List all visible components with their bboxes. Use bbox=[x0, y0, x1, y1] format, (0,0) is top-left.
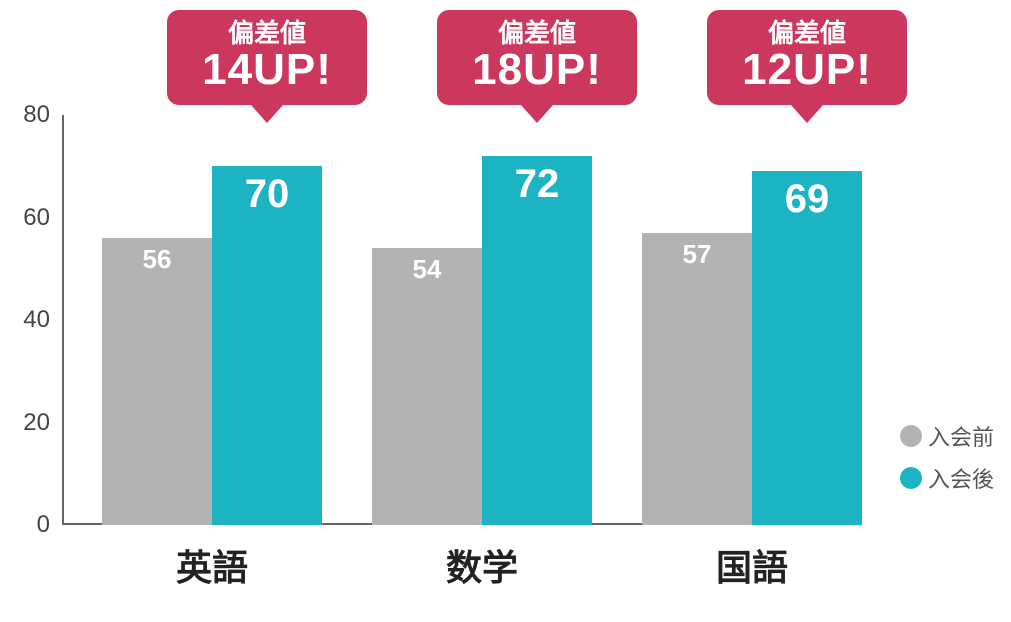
bar-value-before: 56 bbox=[102, 244, 212, 275]
bar-after: 70 bbox=[212, 166, 322, 525]
up-badge: 偏差値18UP! bbox=[437, 10, 637, 105]
legend-swatch bbox=[900, 425, 922, 447]
bar-before: 56 bbox=[102, 238, 212, 525]
up-badge-value: 12UP! bbox=[725, 47, 889, 93]
up-badge: 偏差値12UP! bbox=[707, 10, 907, 105]
bar-group: 5769国語 bbox=[642, 171, 862, 525]
y-tick-label: 80 bbox=[23, 101, 50, 129]
up-badge-label: 偏差値 bbox=[455, 20, 619, 47]
legend: 入会前入会後 bbox=[900, 420, 994, 504]
bar-group: 5472数学 bbox=[372, 156, 592, 525]
legend-item: 入会後 bbox=[900, 462, 994, 494]
up-badge-value: 18UP! bbox=[455, 47, 619, 93]
bar-value-after: 70 bbox=[212, 172, 322, 217]
y-tick-label: 20 bbox=[23, 409, 50, 437]
legend-item: 入会前 bbox=[900, 420, 994, 452]
bar-value-before: 57 bbox=[642, 239, 752, 270]
bar-after: 69 bbox=[752, 171, 862, 525]
y-tick-label: 40 bbox=[23, 306, 50, 334]
up-badge-label: 偏差値 bbox=[725, 20, 889, 47]
legend-label: 入会前 bbox=[928, 420, 994, 452]
legend-swatch bbox=[900, 467, 922, 489]
up-badge-value: 14UP! bbox=[185, 47, 349, 93]
up-badge-pointer bbox=[521, 105, 553, 123]
y-tick-label: 60 bbox=[23, 204, 50, 232]
category-label: 国語 bbox=[716, 539, 788, 591]
up-badge-label: 偏差値 bbox=[185, 20, 349, 47]
up-badge-pointer bbox=[251, 105, 283, 123]
bar-before: 54 bbox=[372, 248, 482, 525]
y-axis-line bbox=[62, 115, 64, 525]
up-badge-pointer bbox=[791, 105, 823, 123]
bar-before: 57 bbox=[642, 233, 752, 525]
bar-group: 5670英語 bbox=[102, 166, 322, 525]
bar-value-before: 54 bbox=[372, 254, 482, 285]
up-badge: 偏差値14UP! bbox=[167, 10, 367, 105]
category-label: 英語 bbox=[176, 539, 248, 591]
chart-plot-area: 020406080 5670英語5472数学5769国語 bbox=[62, 115, 862, 525]
bar-value-after: 72 bbox=[482, 162, 592, 207]
bar-after: 72 bbox=[482, 156, 592, 525]
category-label: 数学 bbox=[446, 539, 518, 591]
bar-value-after: 69 bbox=[752, 177, 862, 222]
y-tick-label: 0 bbox=[37, 511, 50, 539]
legend-label: 入会後 bbox=[928, 462, 994, 494]
